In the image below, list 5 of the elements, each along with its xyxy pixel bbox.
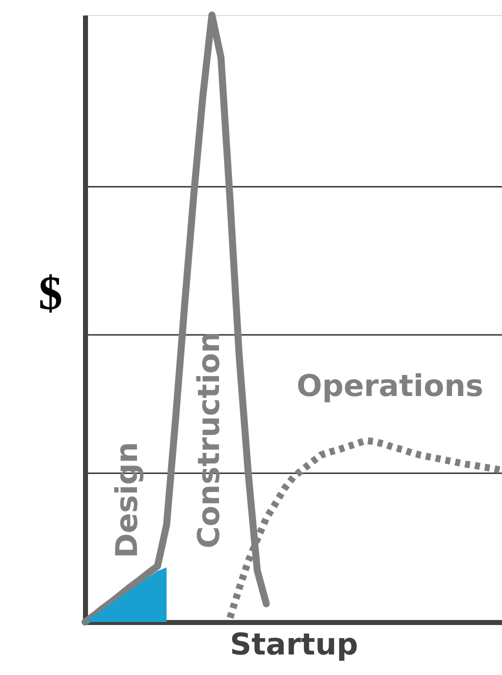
x-axis-title: Startup xyxy=(230,628,358,662)
annotation: Operations xyxy=(296,369,484,404)
annotation: Construction xyxy=(192,332,227,548)
annotation: Design xyxy=(110,442,145,558)
y-axis-title: $ xyxy=(38,267,62,320)
